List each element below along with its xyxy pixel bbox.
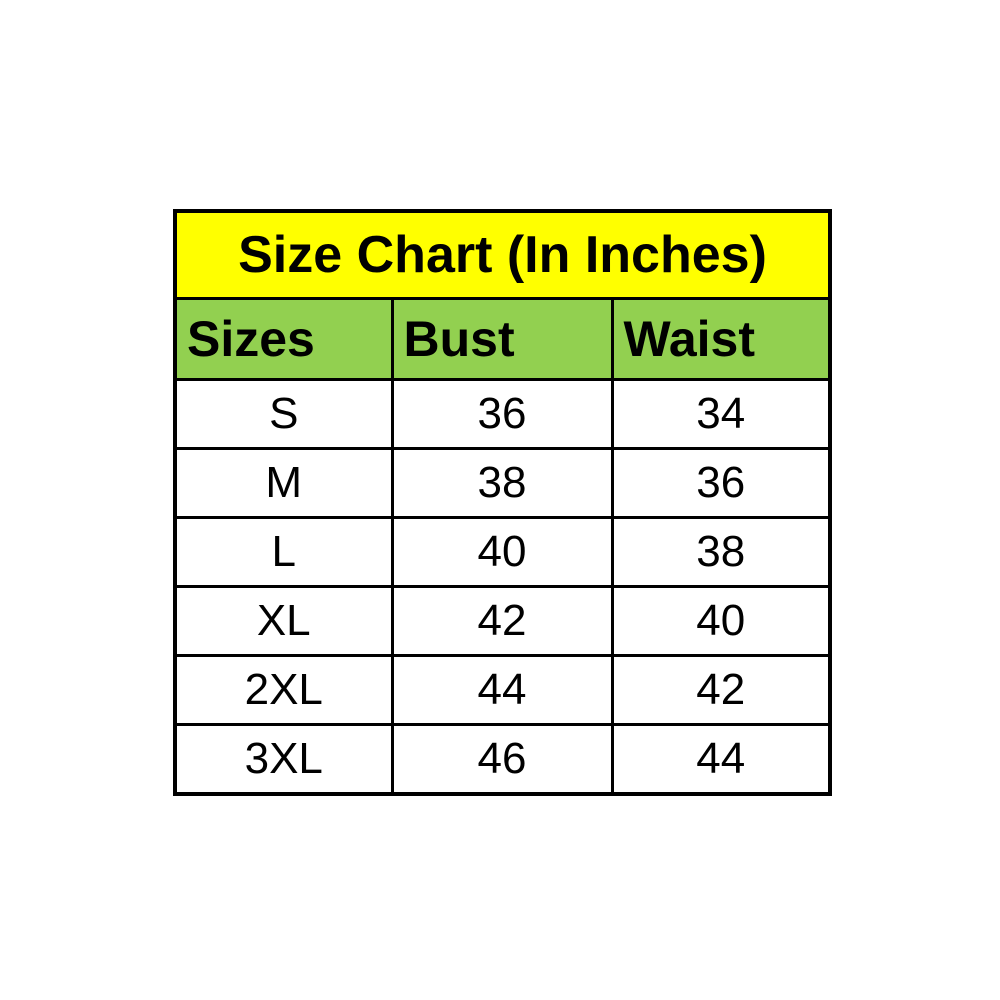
waist-cell: 34 [610,378,832,450]
bust-cell: 38 [390,447,614,519]
table-title: Size Chart (In Inches) [173,209,832,300]
column-header-sizes: Sizes [173,297,394,381]
waist-cell: 36 [610,447,832,519]
waist-cell: 42 [610,654,832,726]
column-header-bust: Bust [390,297,614,381]
bust-cell: 42 [390,585,614,657]
table-row: 3XL 46 44 [173,723,832,796]
size-cell: S [173,378,394,450]
size-cell: 3XL [173,723,394,796]
size-cell: L [173,516,394,588]
table-row: L 40 38 [173,516,832,588]
table-row: 2XL 44 42 [173,654,832,726]
waist-cell: 44 [610,723,832,796]
column-header-waist: Waist [610,297,832,381]
table-row: M 38 36 [173,447,832,519]
size-cell: M [173,447,394,519]
waist-cell: 38 [610,516,832,588]
size-cell: XL [173,585,394,657]
table-title-row: Size Chart (In Inches) [173,209,832,300]
bust-cell: 36 [390,378,614,450]
table-row: S 36 34 [173,378,832,450]
size-cell: 2XL [173,654,394,726]
table-row: XL 42 40 [173,585,832,657]
bust-cell: 44 [390,654,614,726]
bust-cell: 46 [390,723,614,796]
waist-cell: 40 [610,585,832,657]
bust-cell: 40 [390,516,614,588]
size-chart-table: Size Chart (In Inches) Sizes Bust Waist … [173,209,833,796]
table-header-row: Sizes Bust Waist [173,297,832,381]
